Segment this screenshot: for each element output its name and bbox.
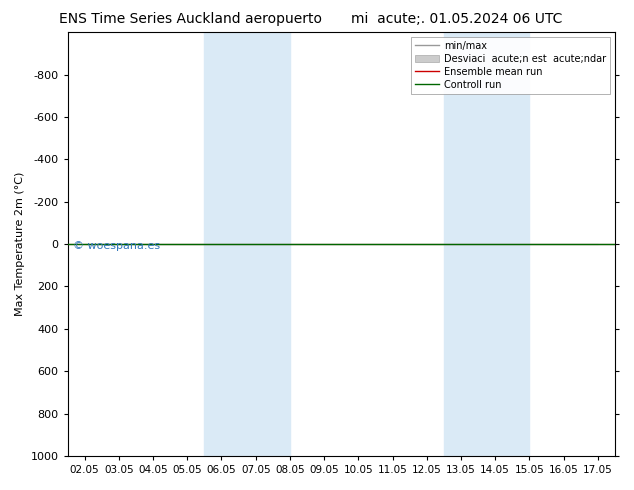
Bar [444, 32, 529, 456]
Legend: min/max, Desviaci  acute;n est  acute;ndar, Ensemble mean run, Controll run: min/max, Desviaci acute;n est acute;ndar… [411, 37, 610, 94]
Y-axis label: Max Temperature 2m (°C): Max Temperature 2m (°C) [15, 172, 25, 316]
Text: ENS Time Series Auckland aeropuerto: ENS Time Series Auckland aeropuerto [59, 12, 321, 26]
Bar [204, 32, 290, 456]
Text: © woespana.es: © woespana.es [73, 241, 160, 251]
Text: mi  acute;. 01.05.2024 06 UTC: mi acute;. 01.05.2024 06 UTC [351, 12, 562, 26]
